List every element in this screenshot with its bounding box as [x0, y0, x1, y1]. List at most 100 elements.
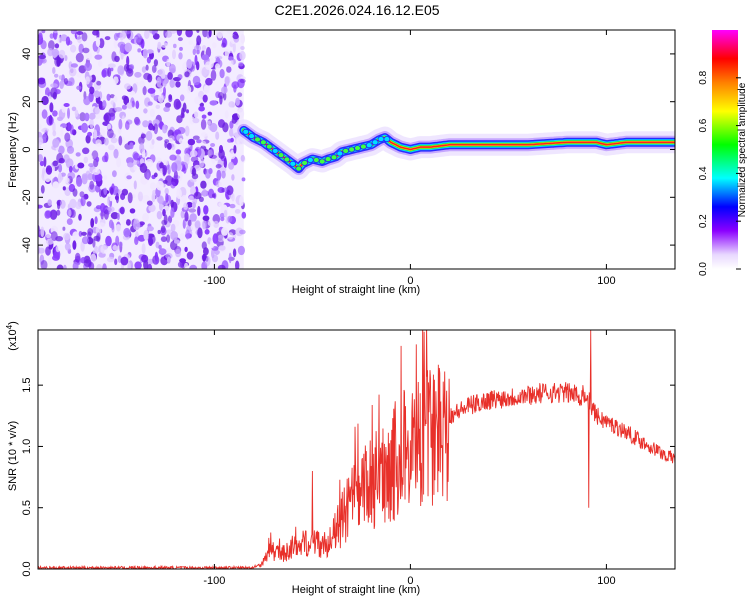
noise-blob: [121, 104, 127, 110]
noise-blob: [52, 91, 57, 100]
spectrogram-xtick-label: 0: [407, 275, 413, 287]
noise-blob: [226, 30, 233, 35]
spectrogram-xlabel: Height of straight line (km): [292, 284, 420, 296]
noise-blob: [146, 49, 154, 54]
noise-blob: [63, 154, 70, 164]
noise-blob: [231, 116, 238, 124]
noise-blob: [223, 157, 227, 169]
noise-blob: [190, 178, 197, 183]
noise-blob: [38, 204, 43, 209]
snr-panel: -100 0 100 0.0 0.5 1.0 1.5 Height of straight …: [5, 321, 676, 596]
noise-blob: [155, 254, 159, 265]
noise-blob: [181, 195, 187, 203]
noise-blob: [175, 149, 182, 155]
noise-blob: [98, 60, 103, 67]
noise-blob: [90, 253, 97, 263]
noise-blob: [157, 229, 161, 235]
noise-blob: [95, 226, 102, 235]
noise-blob: [142, 212, 150, 222]
noise-blob: [202, 94, 208, 103]
ridge-knot: [295, 165, 303, 172]
noise-blob: [127, 192, 133, 204]
noise-blob: [81, 236, 89, 245]
noise-blob: [99, 189, 103, 198]
noise-blob: [113, 76, 119, 84]
noise-blob: [81, 231, 87, 236]
noise-blob: [168, 135, 175, 142]
noise-blob: [156, 76, 162, 88]
spectrogram-ytick-label: -40: [21, 237, 33, 253]
noise-blob: [135, 100, 140, 110]
noise-blob: [40, 185, 45, 194]
noise-blob: [75, 52, 84, 63]
noise-blob: [151, 65, 157, 73]
noise-blob: [241, 211, 247, 219]
noise-blob: [165, 247, 173, 254]
noise-blob: [178, 52, 183, 60]
noise-blob: [149, 143, 155, 150]
noise-blob: [114, 258, 118, 266]
noise-blob: [63, 232, 71, 241]
noise-blob: [118, 241, 123, 247]
ridge-knot: [348, 146, 356, 153]
noise-blob: [107, 67, 112, 78]
noise-blob: [203, 205, 209, 215]
snr-xtick-label: -100: [203, 575, 225, 587]
ridge-knot: [306, 156, 314, 163]
noise-blob: [226, 66, 232, 73]
noise-blob: [103, 187, 108, 195]
noise-blob: [59, 199, 66, 209]
noise-blob: [122, 214, 127, 225]
ridge-knot: [265, 143, 273, 150]
noise-blob: [180, 210, 185, 219]
noise-blob: [45, 246, 51, 256]
noise-blob: [218, 181, 223, 187]
ridge-knot: [259, 139, 267, 146]
noise-blob: [52, 67, 56, 74]
ridge-knot: [377, 136, 385, 143]
noise-blob: [194, 45, 202, 52]
noise-blob: [167, 164, 171, 175]
noise-blob: [62, 226, 66, 231]
noise-blob: [151, 192, 156, 203]
noise-blob: [63, 78, 69, 85]
noise-blob: [49, 102, 54, 113]
noise-blob: [179, 233, 186, 240]
noise-blob: [198, 105, 205, 112]
noise-blob: [229, 59, 234, 67]
noise-blob: [205, 77, 213, 86]
noise-blob: [38, 77, 46, 85]
noise-blob: [145, 64, 149, 71]
noise-blob: [50, 83, 58, 88]
noise-blob: [137, 191, 143, 202]
noise-blob: [85, 52, 93, 61]
noise-blob: [169, 79, 175, 88]
noise-blob: [68, 165, 73, 173]
noise-blob: [113, 32, 119, 41]
colorbar-tick-label: 0.0: [698, 262, 709, 276]
noise-blob: [139, 158, 145, 165]
noise-blob: [120, 51, 124, 60]
noise-blob: [46, 238, 54, 245]
noise-blob: [165, 193, 169, 203]
noise-blob: [188, 40, 194, 46]
noise-blob: [126, 68, 134, 77]
noise-blob: [156, 180, 164, 191]
noise-blob: [205, 169, 211, 179]
noise-blob: [124, 83, 131, 90]
ridge-knot: [289, 160, 297, 167]
noise-blob: [89, 118, 94, 129]
noise-blob: [137, 48, 142, 53]
noise-blob: [48, 257, 52, 266]
noise-blob: [96, 30, 100, 40]
spectrogram-xtick-label: -100: [203, 275, 225, 287]
noise-blob: [133, 152, 140, 161]
noise-blob: [240, 154, 245, 162]
noise-blob: [66, 145, 75, 154]
noise-blob: [81, 173, 89, 180]
colorbar-tick-label: 0.4: [698, 166, 709, 180]
noise-blob: [180, 161, 185, 166]
noise-blob: [152, 119, 160, 127]
noise-blob: [65, 36, 71, 46]
noise-blob: [132, 83, 138, 94]
